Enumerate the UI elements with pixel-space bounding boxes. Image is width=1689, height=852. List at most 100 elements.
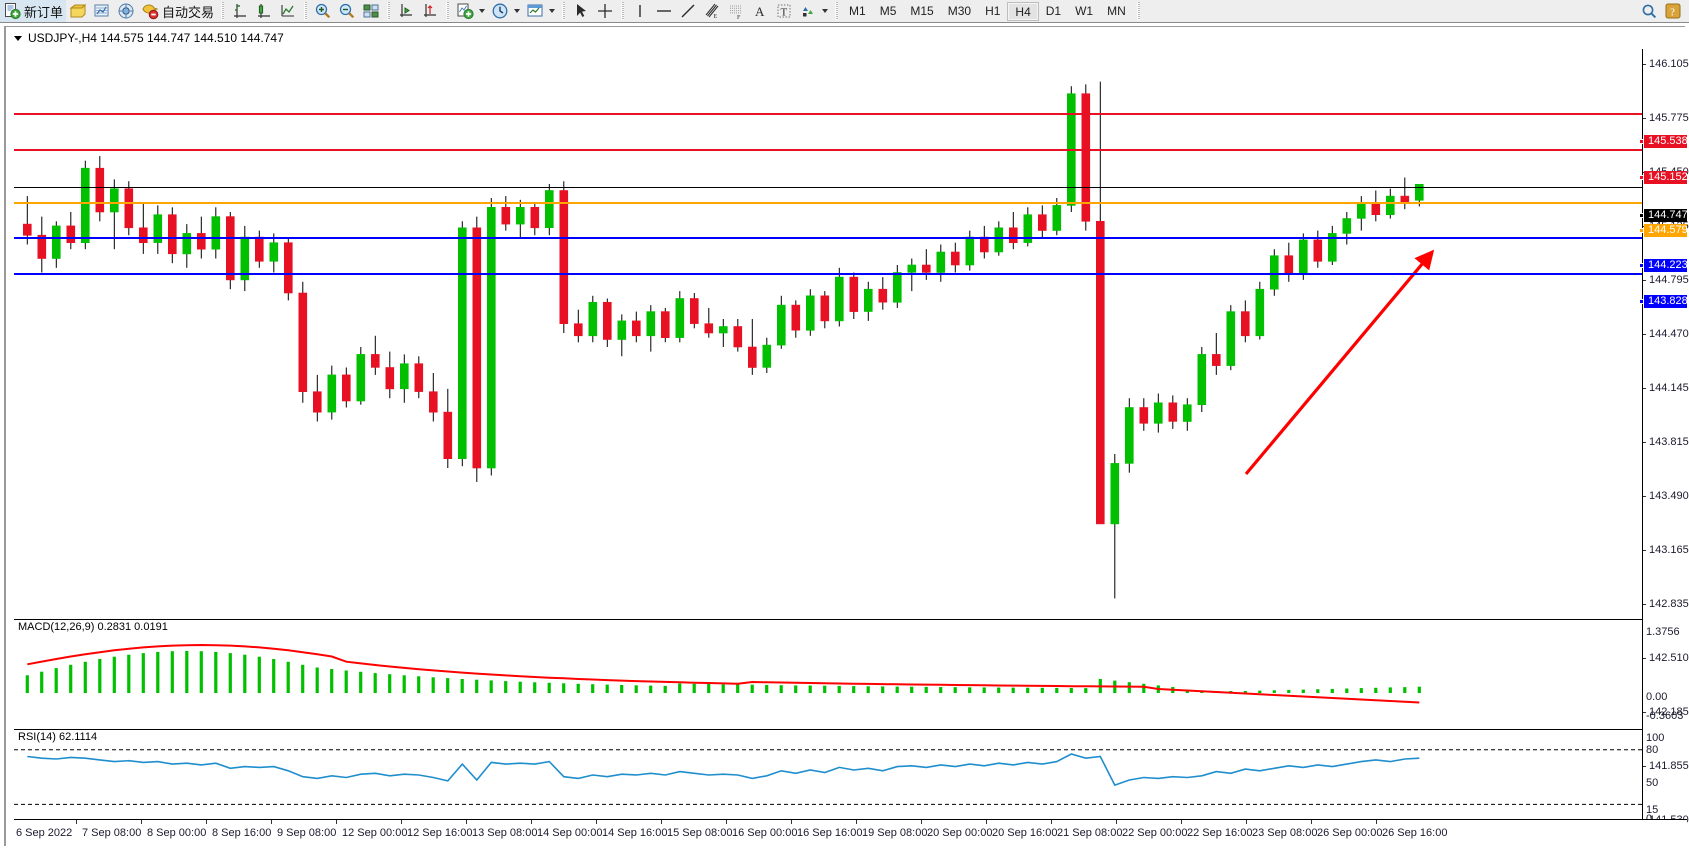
time-tick: 13 Sep 08:00 [465, 820, 537, 839]
bid-price-label[interactable]: 144.747 [1639, 209, 1688, 222]
equidistant-channel-button[interactable]: E [700, 0, 724, 22]
fibonacci-icon: F [730, 5, 742, 20]
add-indicator-button[interactable] [453, 0, 488, 22]
svg-text:E: E [714, 14, 718, 20]
text-icon: A [755, 4, 765, 19]
resistance-level-2[interactable]: 145.152 [1639, 171, 1688, 184]
tile-windows-button[interactable] [359, 0, 383, 22]
time-tick: 7 Sep 08:00 [75, 820, 141, 839]
support-line-1[interactable] [14, 237, 1642, 239]
timeframe-m1[interactable]: M1 [849, 3, 866, 18]
bid-price-line [14, 187, 1642, 188]
toolbar-separator [835, 2, 839, 20]
chevron-down-icon[interactable] [549, 9, 556, 13]
support-level-2[interactable]: 143.828 [1639, 295, 1688, 308]
zoom-in-icon [315, 3, 331, 19]
toolbar-separator [1136, 2, 1140, 20]
search-button[interactable] [1637, 0, 1661, 22]
profile-button[interactable] [66, 0, 90, 22]
vertical-line-button[interactable] [628, 0, 652, 22]
tile-windows-icon [363, 4, 379, 18]
templates-button[interactable] [523, 0, 558, 22]
vertical-line-icon [639, 5, 641, 17]
zoom-out-icon [339, 3, 355, 19]
toolbar-separator [221, 2, 225, 20]
bar-chart-button[interactable] [228, 0, 252, 22]
timeframe-h1[interactable]: H1 [985, 3, 1001, 18]
time-tick: 22 Sep 16:00 [1180, 820, 1252, 839]
market-watch-button[interactable] [90, 0, 114, 22]
time-tick: 12 Sep 16:00 [400, 820, 472, 839]
chart-window[interactable]: USDJPY-,H4 144.575 144.747 144.510 144.7… [0, 23, 1689, 852]
price-axis[interactable]: 146.105145.775145.450145.125144.795144.4… [1639, 49, 1689, 826]
trendline-button[interactable] [676, 0, 700, 22]
svg-text:T: T [781, 7, 788, 19]
macd-pane[interactable]: MACD(12,26,9) 0.2831 0.0191 [14, 619, 1642, 727]
fibonacci-button[interactable]: F [724, 0, 748, 22]
support-line-2[interactable] [14, 273, 1642, 275]
time-tick: 20 Sep 00:00 [920, 820, 992, 839]
resistance-line-2[interactable] [14, 149, 1642, 151]
text-tool-button[interactable]: A [748, 0, 772, 22]
uptrend-arrow-annotation[interactable] [14, 49, 1642, 617]
new-order-button[interactable]: 新订单 [0, 0, 67, 22]
line-chart-button[interactable] [276, 0, 300, 22]
time-axis[interactable]: 6 Sep 2022 7 Sep 08:00 8 Sep 00:00 8 Sep 16… [14, 819, 1687, 845]
pending-order-line[interactable] [14, 202, 1642, 204]
macd-series [25, 643, 1421, 704]
time-tick: 14 Sep 00:00 [530, 820, 602, 839]
period-icon [492, 3, 508, 19]
chart-frame[interactable]: USDJPY-,H4 144.575 144.747 144.510 144.7… [4, 26, 1689, 846]
shift-chart-button[interactable] [394, 0, 418, 22]
text-label-button[interactable]: T [772, 0, 796, 22]
time-tick: 6 Sep 2022 [16, 827, 73, 839]
rsi-series [14, 749, 1642, 805]
resistance-line-1[interactable] [14, 113, 1642, 115]
support-level-1[interactable]: 144.223 [1639, 259, 1688, 272]
templates-icon [527, 4, 543, 17]
navigator-icon [142, 4, 159, 20]
help-icon: ? [1665, 3, 1681, 19]
candlestick-chart-button[interactable] [252, 0, 276, 22]
auto-scroll-button[interactable] [418, 0, 442, 22]
chart-symbol-header: USDJPY-,H4 144.575 144.747 144.510 144.7… [14, 31, 284, 45]
chart-menu-caret-icon[interactable] [14, 35, 22, 41]
chevron-down-icon[interactable] [479, 9, 486, 13]
resistance-level-1[interactable]: 145.538 [1639, 135, 1688, 148]
cursor-icon [577, 4, 587, 17]
pending-order-level[interactable]: 144.579 [1639, 224, 1688, 237]
horizontal-line-button[interactable] [652, 0, 676, 22]
add-indicator-icon [457, 3, 474, 20]
autotrading-button[interactable]: 自动交易 [138, 0, 217, 22]
timeframe-mn[interactable]: MN [1107, 3, 1126, 18]
autotrading-label: 自动交易 [162, 4, 215, 20]
zoom-out-button[interactable] [335, 0, 359, 22]
rsi-pane[interactable]: RSI(14) 62.1114 [14, 729, 1642, 819]
equidistant-channel-icon: E [705, 3, 719, 20]
help-button[interactable]: ? [1661, 0, 1685, 22]
crosshair-tool-button[interactable] [593, 0, 617, 22]
timeframe-w1[interactable]: W1 [1075, 3, 1094, 18]
toolbar-separator [304, 2, 308, 20]
chevron-down-icon[interactable] [822, 9, 829, 13]
timeframe-m30[interactable]: M30 [947, 3, 972, 18]
time-tick: 16 Sep 16:00 [790, 820, 862, 839]
time-tick: 26 Sep 16:00 [1375, 820, 1447, 839]
candlestick-series [23, 81, 1424, 599]
price-pane[interactable] [14, 49, 1642, 617]
cursor-tool-button[interactable] [569, 0, 593, 22]
timeframe-h4[interactable]: H4 [1007, 1, 1039, 21]
timeframe-d1[interactable]: D1 [1045, 3, 1062, 18]
data-window-button[interactable] [114, 0, 138, 22]
toolbar-separator [387, 2, 391, 20]
timeframe-m5[interactable]: M5 [879, 3, 897, 18]
time-tick: 19 Sep 08:00 [855, 820, 927, 839]
new-order-label: 新订单 [24, 4, 64, 20]
horizontal-line-icon [657, 10, 672, 12]
chevron-down-icon[interactable] [514, 9, 521, 13]
timeframe-m15[interactable]: M15 [910, 3, 934, 18]
shapes-button[interactable] [796, 0, 831, 22]
period-button[interactable] [488, 0, 523, 22]
zoom-in-button[interactable] [311, 0, 335, 22]
